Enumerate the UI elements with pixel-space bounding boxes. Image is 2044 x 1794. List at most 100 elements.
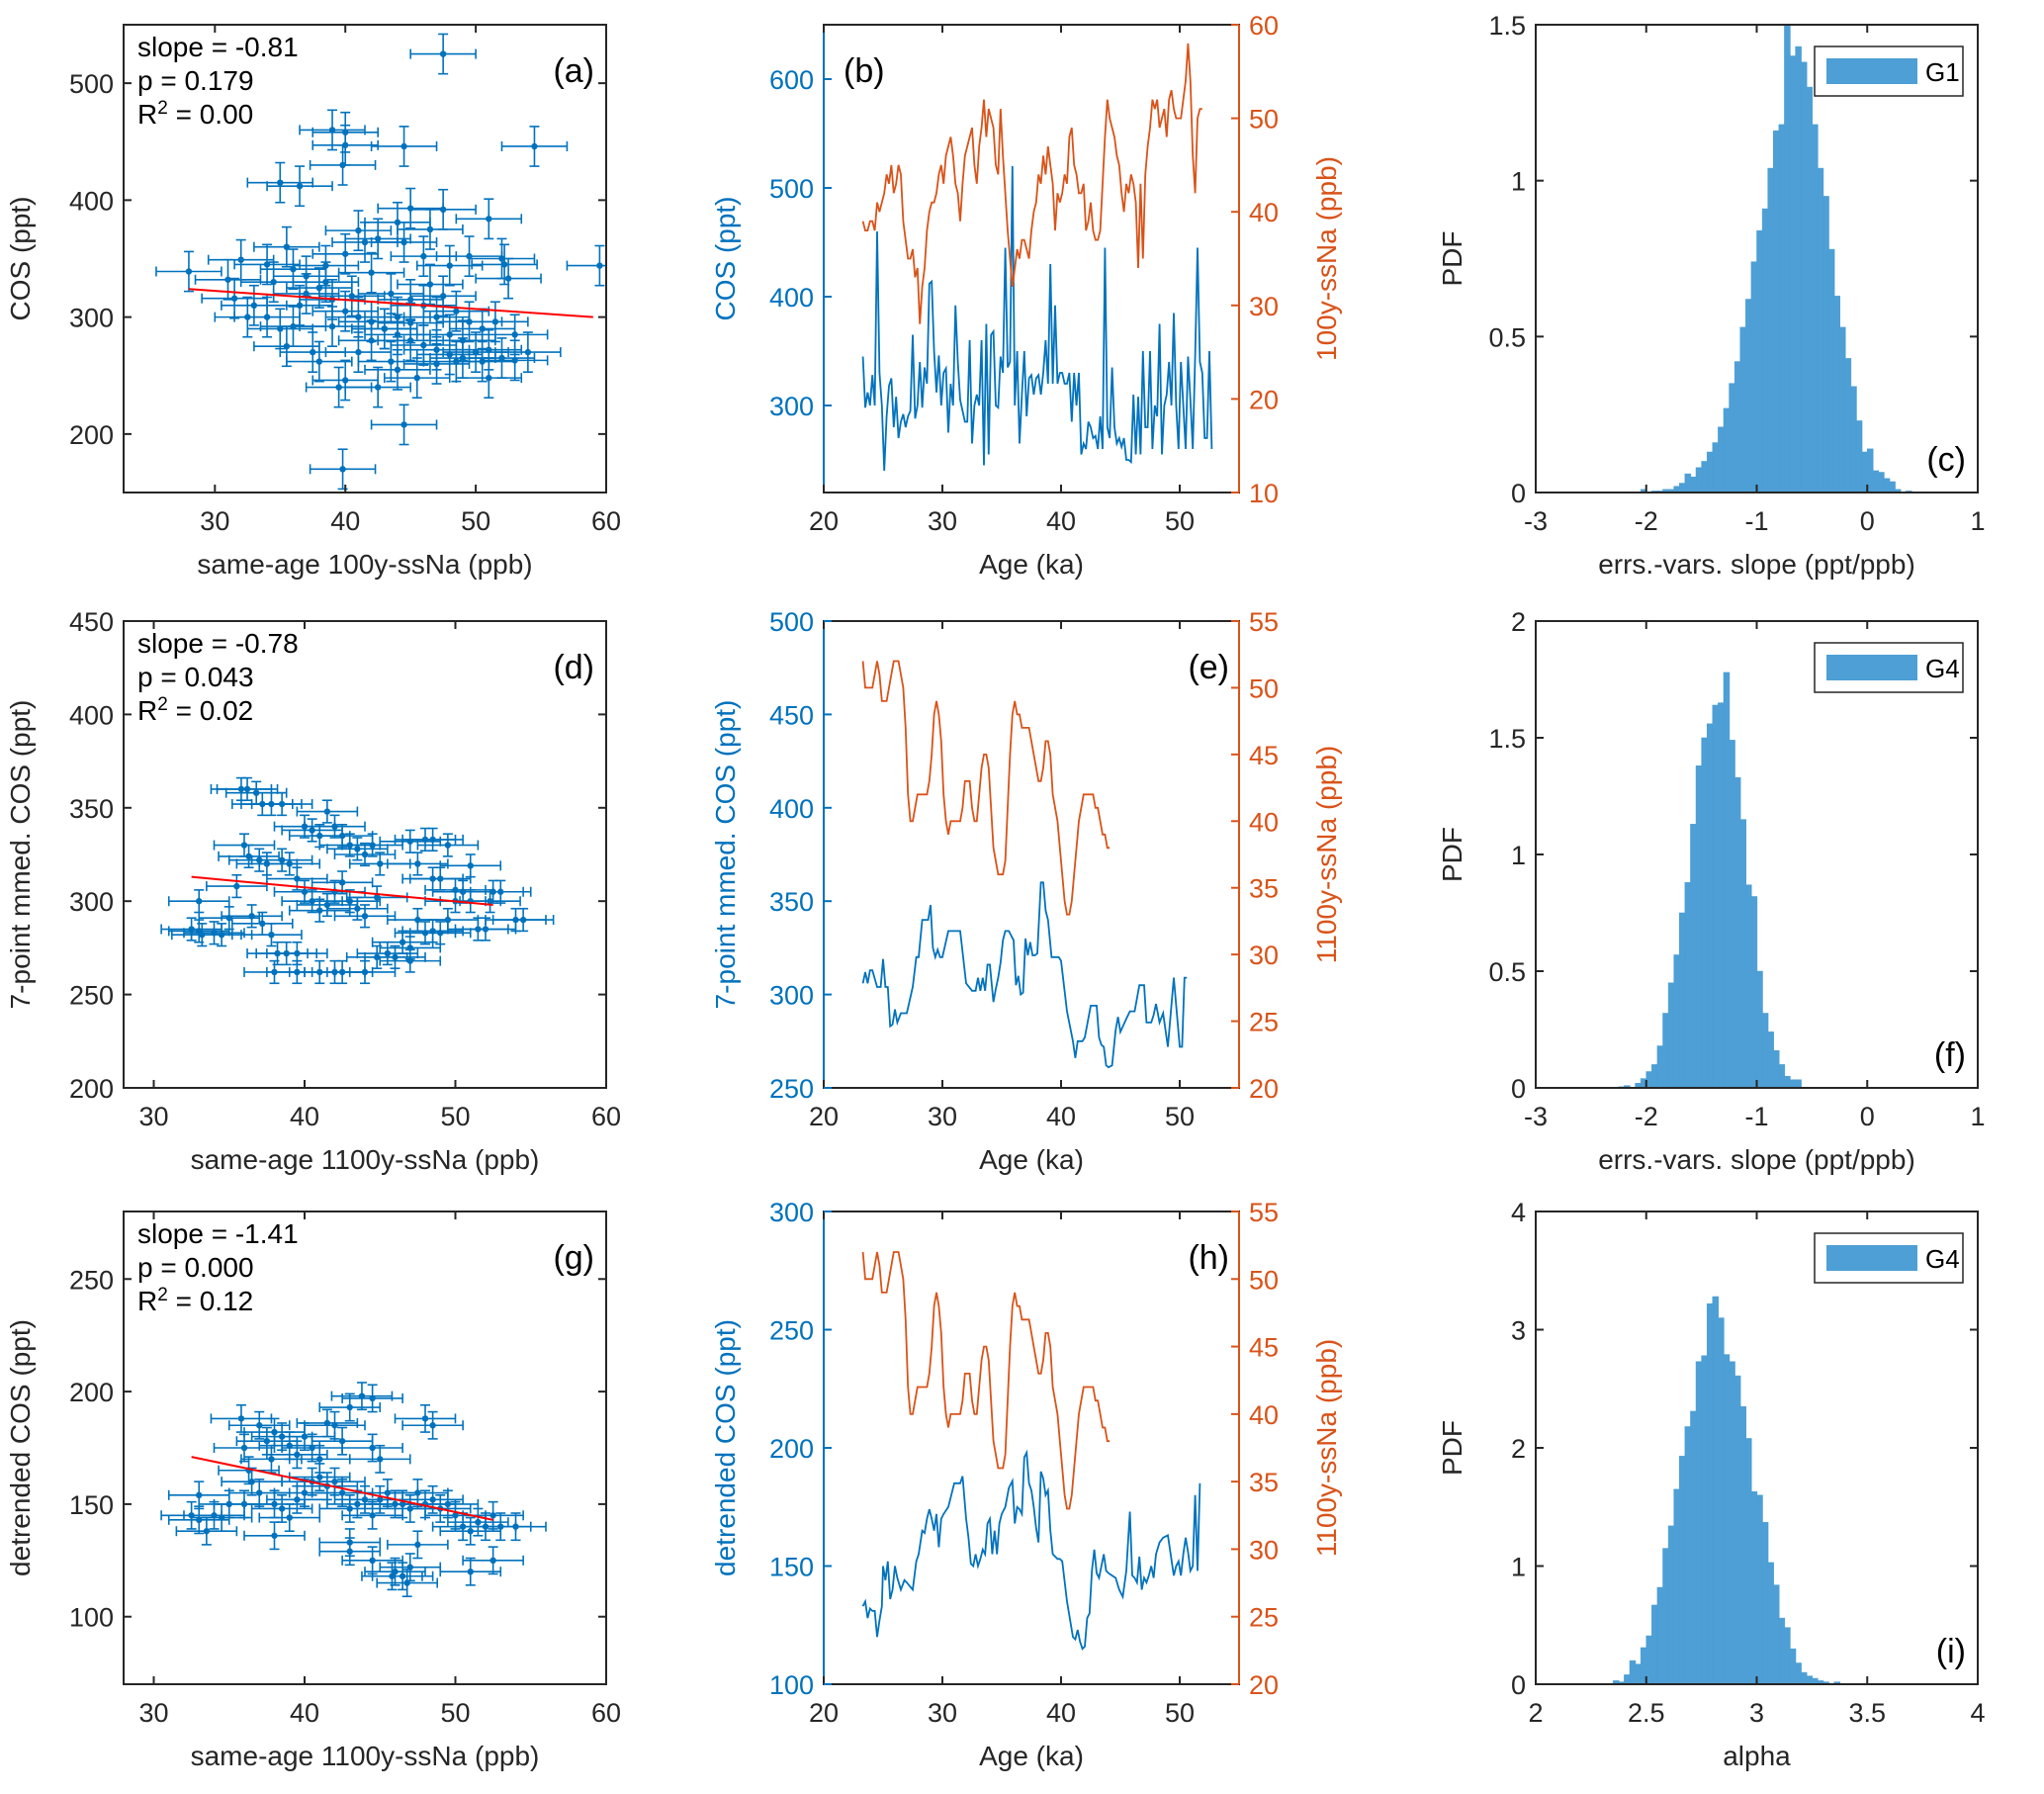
y-tick-label: 300 [769, 1198, 814, 1227]
y-tick-label-right: 30 [1249, 1535, 1279, 1565]
data-point [213, 1489, 276, 1519]
y-tick-label-right: 30 [1249, 292, 1279, 321]
histogram-bar [1795, 1662, 1802, 1685]
y-tick-label-right: 40 [1249, 1400, 1279, 1430]
data-point [401, 919, 464, 943]
histogram-bars [1618, 672, 1802, 1089]
data-point [455, 357, 523, 400]
histogram-bar [1773, 130, 1780, 493]
marker [309, 827, 315, 834]
marker [531, 142, 538, 150]
y-tick-label: 300 [69, 304, 114, 333]
data-point [266, 165, 333, 208]
legend: G4 [1814, 642, 1964, 693]
marker [489, 1557, 496, 1565]
histogram-bar [1789, 1648, 1797, 1685]
x-tick-label: 0 [1860, 506, 1875, 536]
x-tick-label: 50 [1165, 506, 1195, 536]
data-point [333, 959, 397, 985]
data-point [311, 290, 379, 332]
histogram-bar [1889, 481, 1896, 493]
marker [400, 142, 407, 150]
marker [504, 275, 512, 282]
y-tick-label: 100 [69, 1603, 114, 1633]
data-point [333, 842, 397, 867]
histogram-bar [1695, 765, 1703, 1089]
histogram-bar [1745, 884, 1752, 1089]
y-tick-label: 250 [69, 1265, 114, 1295]
marker [439, 50, 447, 57]
data-point [341, 833, 403, 857]
legend-label: G4 [1925, 1244, 1960, 1274]
histogram-bar [1651, 1604, 1658, 1685]
marker [294, 1496, 301, 1503]
histogram-bar [1855, 420, 1863, 493]
data-point [416, 833, 480, 857]
histogram-bar [1712, 704, 1720, 1089]
marker [413, 374, 420, 382]
axes-box [123, 24, 607, 493]
data-point [469, 879, 532, 904]
stat-r2: R2 = 0.02 [137, 694, 253, 726]
marker [338, 879, 346, 886]
data-point [246, 308, 314, 350]
marker [444, 916, 452, 924]
x-tick-label: 1 [1970, 1102, 1985, 1131]
marker [368, 337, 375, 344]
marker [369, 842, 376, 849]
marker [377, 1456, 384, 1463]
histogram-bar [1812, 124, 1819, 493]
x-tick-label: 40 [290, 1698, 319, 1728]
y-tick-label: 250 [769, 1074, 814, 1104]
y-tick-label: 200 [69, 420, 114, 450]
marker [374, 235, 382, 242]
marker [399, 939, 406, 945]
marker [486, 216, 492, 223]
histogram-bar [1778, 124, 1786, 493]
scatter-points [160, 776, 555, 985]
panel-label: (e) [1188, 649, 1229, 686]
marker [196, 898, 203, 905]
marker [512, 1523, 519, 1530]
histogram-bar [1733, 361, 1741, 493]
data-point [409, 188, 477, 230]
histogram-bar [1789, 1079, 1797, 1089]
x-tick-label: 40 [1046, 1698, 1076, 1728]
x-tick-label: 2 [1528, 1698, 1543, 1728]
histogram-bar [1745, 299, 1752, 493]
x-tick-label: 20 [809, 506, 839, 536]
x-tick-label: 40 [290, 1102, 319, 1131]
histogram-bar [1844, 358, 1852, 493]
data-point [337, 319, 405, 362]
data-point [462, 1546, 524, 1575]
data-point [475, 257, 542, 300]
marker [316, 1474, 323, 1480]
marker [511, 331, 518, 338]
histogram-bar [1739, 326, 1746, 493]
marker [301, 1433, 309, 1440]
data-point [341, 1433, 403, 1463]
stat-p: p = 0.000 [137, 1252, 254, 1283]
x-tick-label: 30 [928, 1102, 957, 1131]
x-tick-label: -3 [1524, 1102, 1548, 1131]
marker [486, 346, 492, 353]
histogram-bar [1789, 55, 1797, 493]
histogram-bar [1635, 1663, 1642, 1685]
histogram-bar [1827, 248, 1835, 493]
marker [286, 1514, 293, 1521]
x-tick-label: 40 [1046, 506, 1076, 536]
marker [309, 898, 315, 905]
data-point [370, 404, 438, 446]
marker [381, 325, 388, 332]
marker [414, 860, 421, 867]
marker [406, 838, 413, 845]
histogram-bar [1684, 473, 1692, 493]
marker [338, 1437, 346, 1445]
y-tick-label: 100 [769, 1670, 814, 1700]
marker [394, 366, 401, 374]
y-axis-label: detrended COS (ppt) [710, 1319, 741, 1576]
marker [309, 1444, 315, 1452]
data-point [341, 1546, 403, 1575]
marker [479, 358, 486, 365]
y-tick-label: 1.5 [1488, 724, 1526, 754]
